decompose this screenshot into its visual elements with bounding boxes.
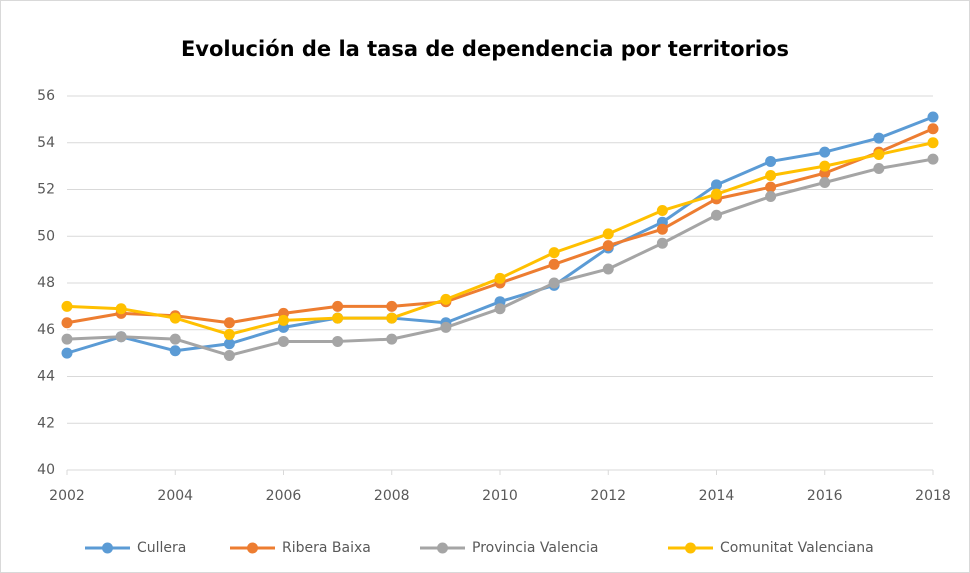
y-tick-label: 52 bbox=[37, 182, 55, 198]
data-point bbox=[223, 317, 235, 329]
data-point bbox=[332, 300, 344, 312]
data-point bbox=[440, 293, 452, 305]
data-point bbox=[656, 205, 668, 217]
data-point bbox=[765, 191, 777, 203]
data-point bbox=[711, 179, 722, 191]
data-point bbox=[602, 240, 614, 252]
data-point bbox=[819, 146, 831, 158]
data-point bbox=[332, 335, 344, 347]
data-point bbox=[61, 300, 73, 312]
legend-marker bbox=[685, 542, 696, 554]
chart-title: Evolución de la tasa de dependencia por … bbox=[181, 37, 789, 61]
data-point bbox=[386, 300, 398, 312]
y-tick-label: 54 bbox=[37, 135, 55, 151]
x-tick-label: 2010 bbox=[482, 488, 518, 504]
legend-label: Comunitat Valenciana bbox=[720, 540, 874, 556]
data-point bbox=[927, 153, 939, 165]
data-point bbox=[223, 328, 235, 340]
x-tick-label: 2016 bbox=[807, 488, 843, 504]
y-tick-label: 48 bbox=[37, 275, 55, 291]
data-point bbox=[386, 312, 398, 324]
legend-marker bbox=[247, 542, 258, 554]
data-point bbox=[61, 317, 73, 329]
data-point bbox=[223, 349, 235, 361]
data-point bbox=[927, 137, 939, 149]
data-point bbox=[548, 247, 560, 259]
legend-label: Cullera bbox=[137, 540, 186, 556]
data-point bbox=[115, 303, 127, 315]
data-point bbox=[548, 277, 560, 289]
y-tick-label: 56 bbox=[37, 88, 55, 104]
data-point bbox=[656, 223, 668, 235]
data-point bbox=[602, 263, 614, 275]
data-point bbox=[61, 347, 73, 359]
data-point bbox=[278, 335, 289, 347]
data-point bbox=[927, 111, 939, 123]
data-point bbox=[873, 162, 885, 174]
legend-marker bbox=[437, 542, 448, 554]
data-point bbox=[819, 160, 831, 172]
data-point bbox=[61, 333, 73, 345]
x-tick-label: 2008 bbox=[374, 488, 410, 504]
data-point bbox=[278, 314, 289, 326]
legend-marker bbox=[102, 542, 113, 554]
data-point bbox=[115, 331, 127, 343]
data-point bbox=[656, 237, 668, 249]
data-point bbox=[765, 181, 777, 193]
x-tick-label: 2014 bbox=[699, 488, 735, 504]
data-point bbox=[765, 155, 777, 167]
y-tick-label: 50 bbox=[37, 228, 55, 244]
x-tick-label: 2002 bbox=[49, 488, 85, 504]
y-tick-label: 42 bbox=[37, 415, 55, 431]
x-tick-label: 2018 bbox=[915, 488, 951, 504]
data-point bbox=[169, 345, 181, 357]
x-tick-label: 2012 bbox=[590, 488, 626, 504]
data-point bbox=[873, 132, 885, 144]
y-tick-label: 44 bbox=[37, 369, 55, 385]
data-point bbox=[873, 148, 885, 160]
data-point bbox=[223, 338, 235, 350]
data-point bbox=[169, 333, 181, 345]
legend-label: Ribera Baixa bbox=[282, 540, 371, 556]
data-point bbox=[440, 321, 452, 333]
data-point bbox=[765, 169, 777, 181]
y-tick-label: 46 bbox=[37, 322, 55, 338]
data-point bbox=[169, 312, 181, 324]
data-point bbox=[386, 333, 398, 345]
x-tick-label: 2004 bbox=[157, 488, 193, 504]
data-point bbox=[602, 228, 614, 240]
data-point bbox=[494, 303, 506, 315]
data-point bbox=[711, 209, 722, 221]
data-point bbox=[711, 188, 722, 200]
x-tick-label: 2006 bbox=[266, 488, 302, 504]
data-point bbox=[819, 176, 831, 188]
data-point bbox=[332, 312, 344, 324]
data-point bbox=[548, 258, 560, 270]
legend-label: Provincia Valencia bbox=[472, 540, 599, 556]
y-tick-label: 40 bbox=[37, 462, 55, 478]
data-point bbox=[927, 123, 939, 135]
data-point bbox=[494, 272, 506, 284]
